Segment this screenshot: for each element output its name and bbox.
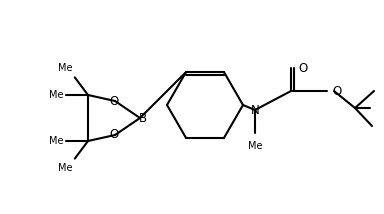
Text: N: N (251, 104, 259, 116)
Text: B: B (139, 111, 147, 125)
Text: Me: Me (50, 90, 64, 100)
Text: O: O (109, 128, 119, 141)
Text: O: O (298, 61, 307, 74)
Text: Me: Me (58, 63, 73, 73)
Text: O: O (109, 95, 119, 107)
Text: Me: Me (248, 141, 262, 151)
Text: Me: Me (58, 163, 73, 173)
Text: O: O (332, 85, 341, 98)
Text: Me: Me (50, 136, 64, 146)
